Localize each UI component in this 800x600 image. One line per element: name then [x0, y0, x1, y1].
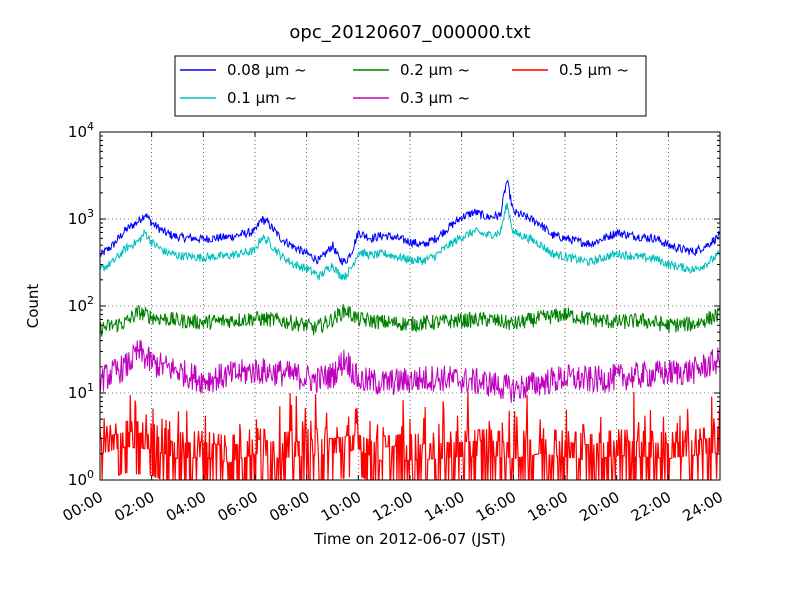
y-tick-label: 102 [68, 294, 94, 315]
series-line-2 [100, 202, 720, 281]
legend-label: 0.1 μm ~ [227, 89, 297, 107]
y-tick-label: 103 [68, 207, 94, 228]
series-line-3 [100, 303, 720, 338]
chart-title: opc_20120607_000000.txt [289, 22, 530, 43]
legend-label: 0.08 μm ~ [227, 61, 307, 79]
y-axis-label: Count [24, 284, 42, 329]
series-lines [100, 179, 720, 480]
legend-label: 0.3 μm ~ [400, 89, 470, 107]
y-tick-label: 104 [68, 120, 94, 141]
y-tick-label: 101 [68, 381, 94, 402]
legend-label: 0.5 μm ~ [559, 61, 629, 79]
legend: 0.08 μm ~ 0.1 μm ~ 0.2 μm ~ 0.3 μm ~ 0.5 μm … [174, 55, 647, 117]
series-line-1 [100, 179, 720, 266]
legend-label: 0.2 μm ~ [400, 61, 470, 79]
y-axis: 100 101 102 103 104 [68, 120, 720, 489]
series-line-5 [100, 391, 720, 480]
x-axis-label: Time on 2012-06-07 (JST) [313, 530, 506, 548]
legend-box [174, 55, 647, 117]
series-line-4 [100, 339, 720, 403]
y-tick-label: 100 [68, 468, 94, 489]
grid [100, 132, 720, 480]
